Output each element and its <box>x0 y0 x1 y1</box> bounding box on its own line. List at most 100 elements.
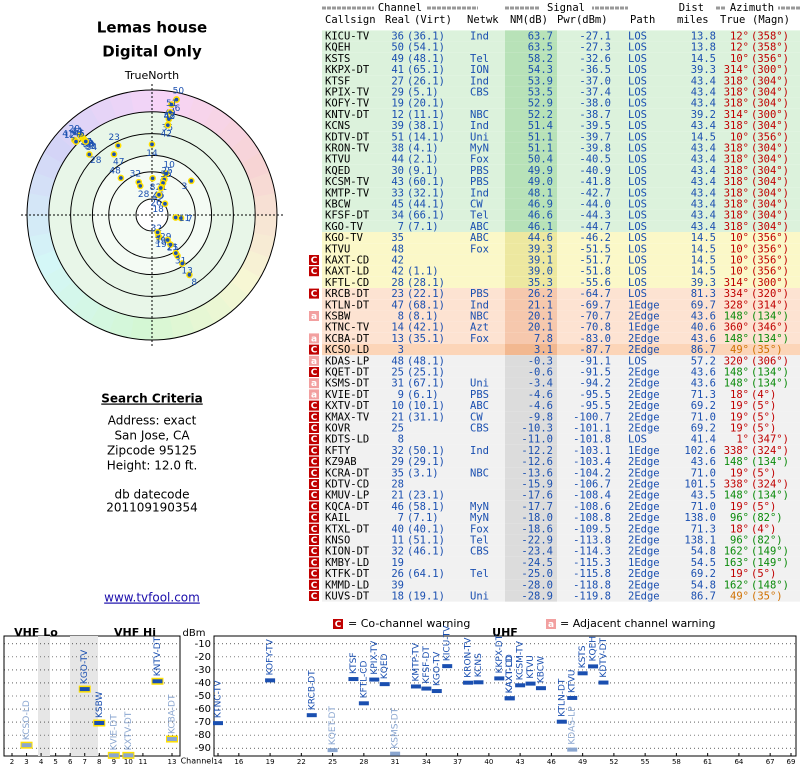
station-bar <box>431 689 442 694</box>
cell-virt: (66.1) <box>407 210 445 222</box>
station-label: KCSO-LD <box>22 700 32 740</box>
nm-cell-bg <box>505 512 557 524</box>
station-channel: 18 <box>152 205 164 215</box>
cell-magn: (304°) <box>751 120 789 132</box>
row-bg <box>322 478 800 490</box>
station-bar <box>442 664 453 669</box>
warning-symbol: C <box>311 558 318 568</box>
cell-dist: 43.4 <box>691 210 716 222</box>
north-label: TrueNorth <box>124 69 179 82</box>
nm-cell-bg <box>505 108 557 120</box>
station-label: KDAS-LP <box>568 706 578 745</box>
site-link[interactable]: www.tvfool.com <box>104 591 200 605</box>
cell-magn: (358°) <box>751 31 789 43</box>
station-bar <box>598 680 609 685</box>
cell-dist: 43.4 <box>691 75 716 87</box>
nm-cell-bg <box>505 30 557 42</box>
nm-cell-bg <box>505 422 557 434</box>
cell-nm: -11.0 <box>521 434 553 446</box>
cell-net: Tel <box>470 210 489 222</box>
cell-virt: (22.1) <box>407 288 445 300</box>
cell-nm: -4.6 <box>528 389 553 401</box>
cell-dist: 54.8 <box>691 579 716 591</box>
cell-nm: 39.1 <box>528 255 553 267</box>
station-channel: 32 <box>130 169 141 179</box>
station-label: KAXT-LD <box>505 656 515 694</box>
station-bar <box>213 721 223 726</box>
cell-path: 2Edge <box>628 367 660 379</box>
cell-magn: (304°) <box>751 87 789 99</box>
cell-magn: (82°) <box>751 535 783 547</box>
cell-call: KTXL-DT <box>325 523 370 535</box>
row-bg <box>322 232 800 244</box>
warning-symbol: C <box>311 402 318 412</box>
station-marker <box>164 236 171 244</box>
cell-net: CW <box>470 199 483 211</box>
x-tick-label: 67 <box>766 758 775 766</box>
station-channel: 8 <box>191 278 197 288</box>
cell-dist: 101.5 <box>684 479 716 491</box>
cell-call: KSTS <box>325 53 350 65</box>
cell-real: 50 <box>391 42 404 54</box>
nm-cell-bg <box>505 131 557 143</box>
cell-path: 2Edge <box>628 579 660 591</box>
station-channel: 41 <box>62 129 73 139</box>
cell-path: LOS <box>628 64 647 76</box>
row-bg <box>322 265 800 277</box>
cell-magn: (356°) <box>751 131 789 143</box>
cell-virt: (4.1) <box>407 143 439 155</box>
nm-cell-bg <box>505 220 557 232</box>
x-tick-label: 58 <box>672 758 681 766</box>
cell-real: 33 <box>391 187 404 199</box>
warning-symbol: C <box>311 346 318 356</box>
cell-path: 2Edge <box>628 535 660 547</box>
cell-call: KCBA-DT <box>325 333 370 345</box>
station-bar <box>410 684 421 689</box>
station-bar <box>94 721 105 725</box>
warning-symbol: C <box>311 368 318 378</box>
warning-badge <box>309 512 319 523</box>
cell-virt: (26.1) <box>407 75 445 87</box>
station-bar <box>473 680 484 685</box>
cell-net: Ind <box>470 299 489 311</box>
cell-virt: (1.1) <box>407 266 439 278</box>
cell-call: KDTV-CD <box>325 479 369 491</box>
cell-magn: (324°) <box>751 479 789 491</box>
row-bg <box>322 344 800 356</box>
warning-badge <box>309 501 319 512</box>
station-bar <box>327 748 338 753</box>
legend-badge <box>333 619 343 629</box>
station-marker <box>187 177 195 185</box>
cell-nm: 44.6 <box>528 232 553 244</box>
station-marker <box>167 241 174 249</box>
cell-path: LOS <box>628 165 647 177</box>
y-tick-label: -90 <box>195 743 211 754</box>
cell-pwr: -119.8 <box>573 591 611 603</box>
cell-net: PBS <box>470 165 489 177</box>
nm-cell-bg <box>505 176 557 188</box>
x-tick-label: 25 <box>328 758 337 766</box>
station-bar <box>21 743 32 748</box>
nm-cell-bg <box>505 321 557 333</box>
station-bar <box>577 671 588 676</box>
nm-cell-bg <box>505 545 557 557</box>
cell-virt: (42.1) <box>407 322 445 334</box>
y-tick-label: -30 <box>195 665 211 676</box>
cell-path: 2Edge <box>628 333 660 345</box>
cell-az: 10° <box>730 232 749 244</box>
cell-dist: 14.5 <box>691 255 716 267</box>
cell-dist: 43.6 <box>691 456 716 468</box>
cell-dist: 43.4 <box>691 87 716 99</box>
warning-badge <box>309 523 319 534</box>
cell-virt: (28.1) <box>407 277 445 289</box>
warning-symbol: a <box>311 379 317 389</box>
cell-path: LOS <box>628 266 647 278</box>
station-channel: 8 <box>150 183 156 193</box>
cell-az: 10° <box>730 266 749 278</box>
row-bg <box>322 86 800 98</box>
station-channel: 42 <box>164 112 175 122</box>
cell-real: 23 <box>391 288 404 300</box>
column-header: Path <box>630 14 655 26</box>
cell-dist: 102.6 <box>684 445 716 457</box>
warning-symbol: C <box>311 491 318 501</box>
